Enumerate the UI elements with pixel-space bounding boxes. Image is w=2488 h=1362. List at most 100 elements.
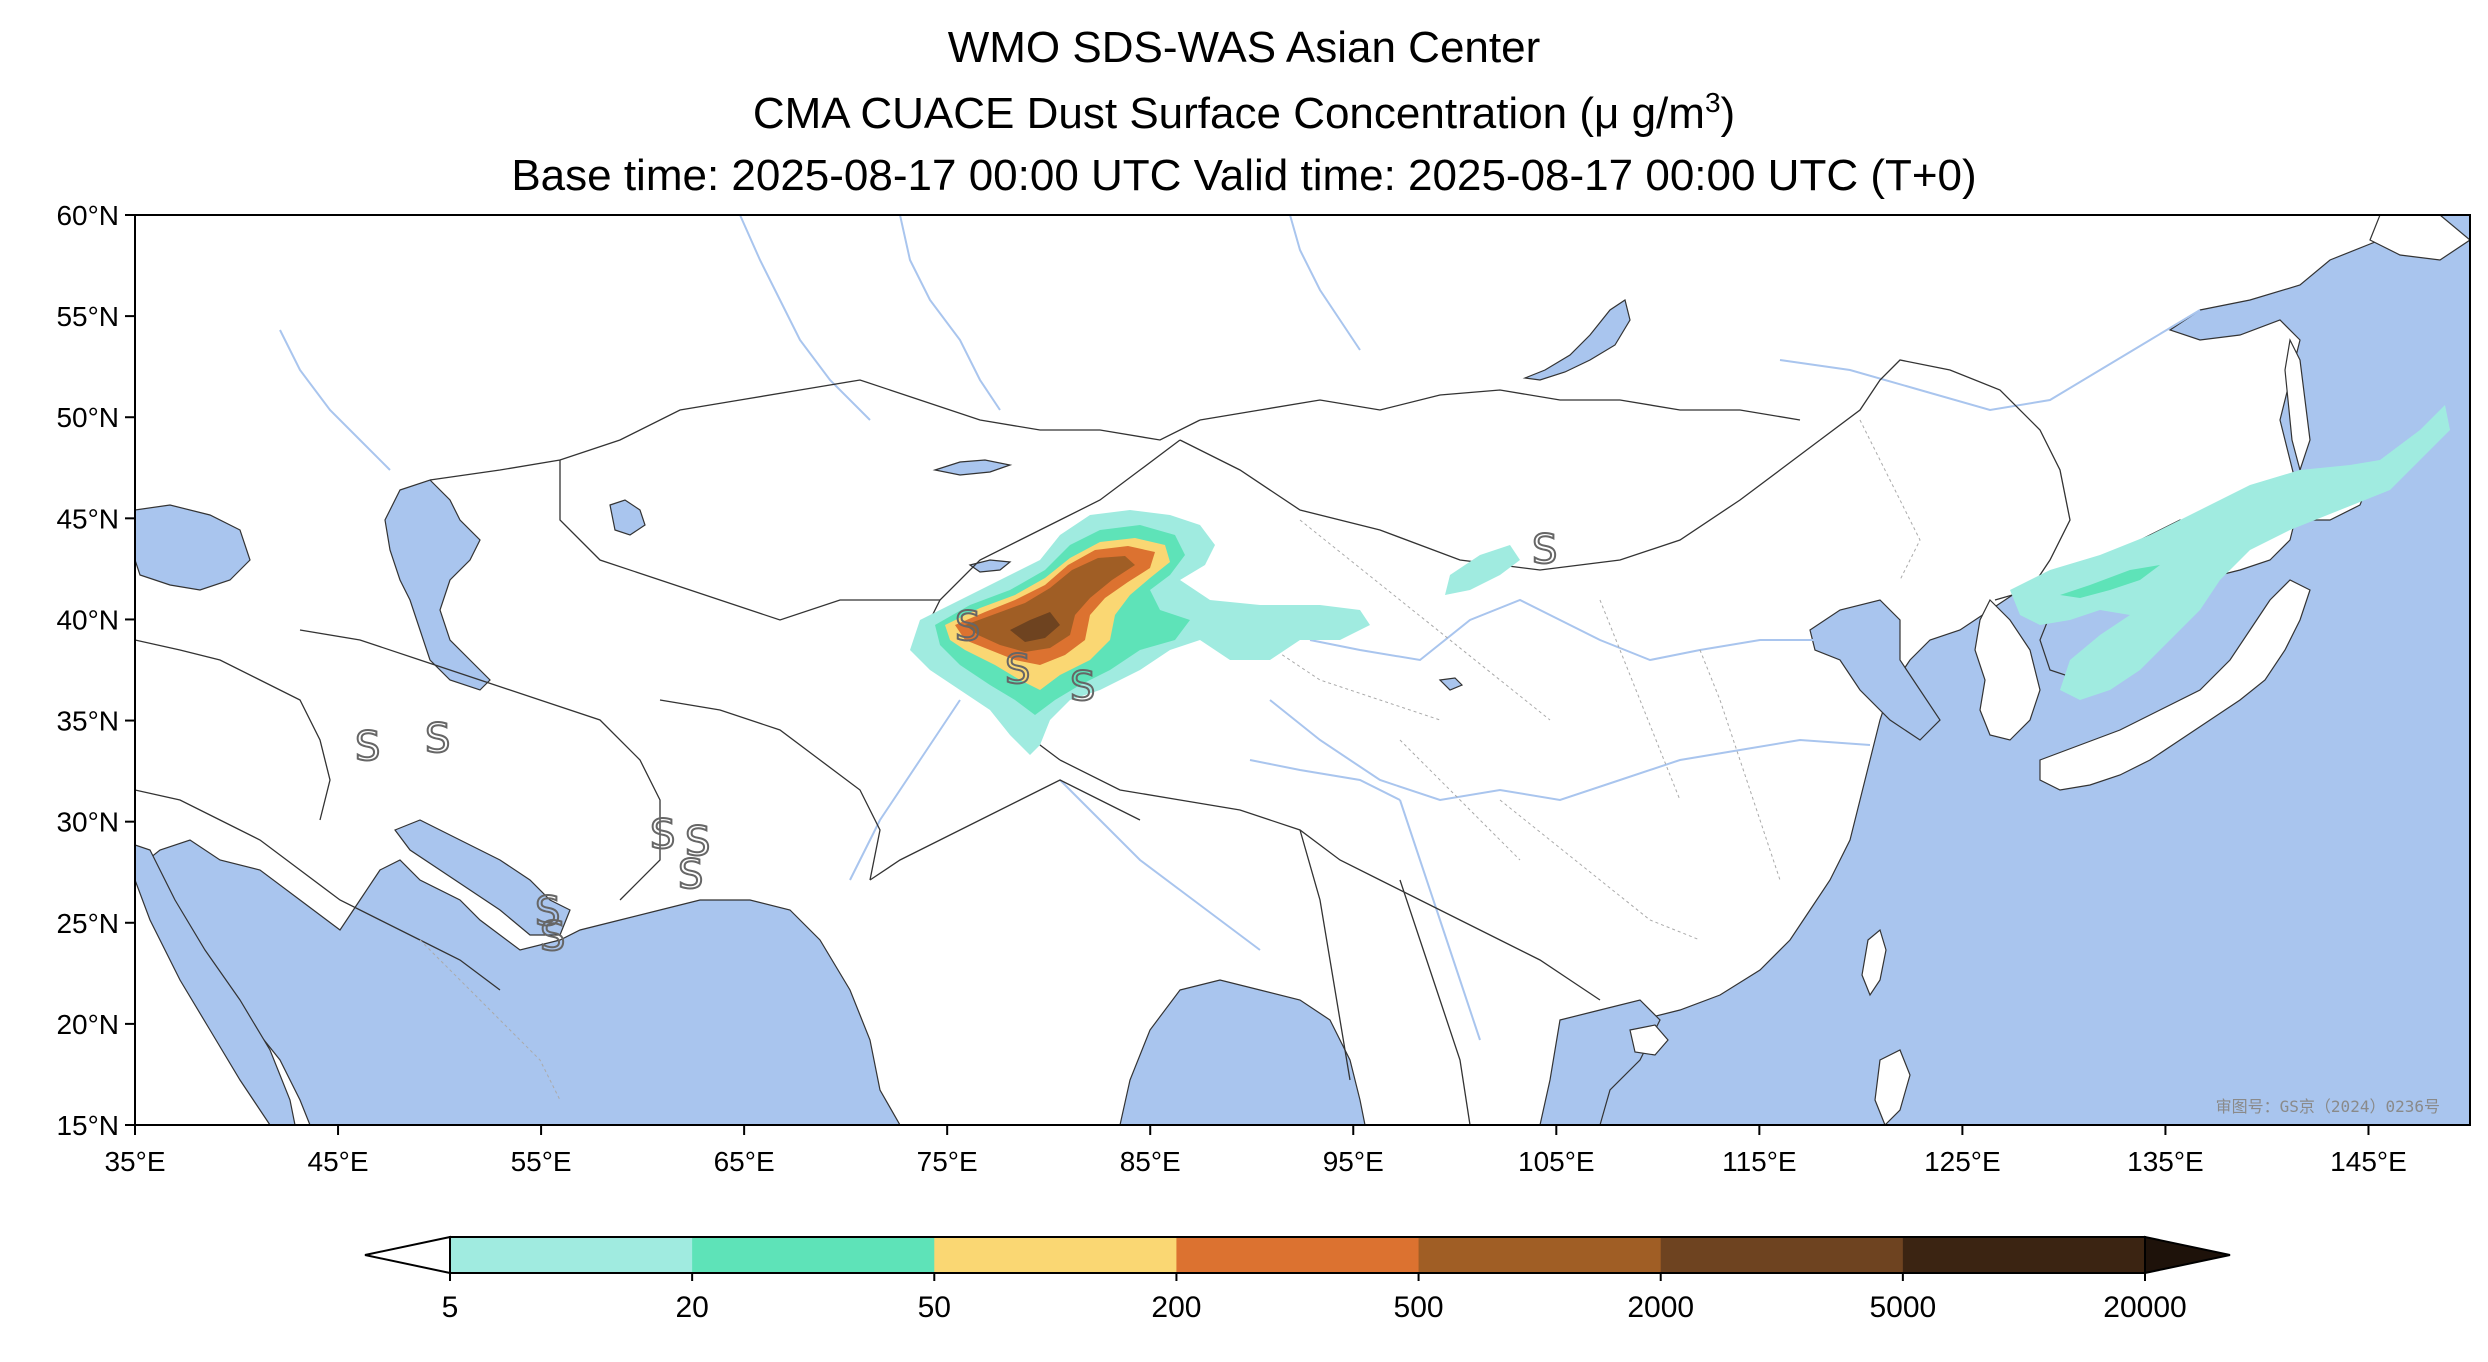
border-russia-mongolia (1199, 389, 1801, 421)
border-afghanistan-pakistan (659, 699, 881, 881)
storm-symbol: S (425, 716, 450, 762)
japan-honshu (2039, 579, 2311, 791)
map-subtitle: CMA CUACE Dust Surface Concentration (μ … (0, 86, 2488, 142)
lon-tick-label: 45°E (308, 1146, 369, 1177)
lon-tick-label: 65°E (714, 1146, 775, 1177)
hainan-island (1629, 1024, 1669, 1056)
subtitle-end: ) (1720, 89, 1736, 138)
colorbar-label: 20 (675, 1291, 708, 1324)
korea-peninsula (1974, 598, 2041, 741)
taiwan-island (1861, 928, 1887, 997)
lat-tick-label: 55°N (56, 301, 119, 332)
dust-level-2000 (1010, 612, 1060, 642)
colorbar-frame (449, 1236, 2146, 1274)
map-time-info: Base time: 2025-08-17 00:00 UTC Valid ti… (511, 151, 1977, 200)
colorbar-min-extend (364, 1235, 451, 1275)
colorbar-label: 5000 (1869, 1291, 1936, 1324)
colorbar-swatch (1660, 1237, 1904, 1273)
storm-symbol: S (1070, 664, 1095, 710)
lake-issyk-kul (968, 559, 1012, 573)
colorbar-max-extend (2144, 1235, 2231, 1275)
border-central-asia (559, 460, 940, 621)
border-myanmar (1299, 829, 1351, 1081)
dust-contours (910, 405, 2450, 755)
lat-tick-label: 45°N (56, 503, 119, 534)
river-amur (1779, 309, 2201, 412)
province-lines-1 (1299, 519, 1551, 721)
colorbar-swatch (1418, 1237, 1662, 1273)
colorbar-swatch (450, 1237, 693, 1273)
river-yellow (1309, 598, 1820, 662)
lat-tick-label: 35°N (56, 706, 119, 737)
river-ob (899, 215, 1001, 411)
storm-symbols: S S S S S S S S S S S (354, 526, 1558, 961)
lat-tick-label: 60°N (56, 200, 119, 231)
storm-symbol: S (355, 724, 380, 770)
river-layer (279, 215, 2201, 1041)
province-lines-8 (419, 939, 561, 1101)
subtitle-superscript: 3 (1704, 87, 1721, 118)
river-mekong (1399, 799, 1481, 1041)
dust-level-5-c (2010, 405, 2450, 700)
lon-tick-label: 55°E (511, 1146, 572, 1177)
storm-symbol: S (535, 889, 560, 935)
colorbar-label: 50 (918, 1291, 951, 1324)
colorbar-label: 500 (1394, 1291, 1444, 1324)
border-china-northeast (1819, 359, 2071, 601)
river-volga (279, 329, 391, 471)
lake-baikal (1522, 299, 1631, 381)
map-title: WMO SDS-WAS Asian Center (947, 23, 1541, 72)
river-irtysh (739, 215, 871, 421)
border-china-south (1059, 759, 1601, 1001)
subtitle-main: CMA CUACE Dust Surface Concentration (μ … (752, 89, 1705, 138)
colorbar-swatch (1902, 1237, 2146, 1273)
colorbar: 5 20 50 200 500 2000 5000 20000 (364, 1235, 2231, 1324)
lat-tick-label: 50°N (56, 402, 119, 433)
province-lines-7 (1399, 739, 1521, 861)
storm-symbol: S (685, 819, 710, 865)
storm-symbol: S (540, 914, 565, 960)
lon-tick-label: 115°E (1722, 1146, 1797, 1177)
storm-symbol: S (1005, 647, 1030, 693)
dust-level-20-b (2060, 565, 2160, 598)
lat-tick-label: 20°N (56, 1009, 119, 1040)
lat-tick-label: 40°N (56, 604, 119, 635)
border-china-mongolia (1179, 439, 1821, 571)
longitude-axis: 35°E 45°E 55°E 65°E 75°E 85°E 95°E 105°E 115°E 12… (104, 1125, 2407, 1177)
colorbar-label: 2000 (1627, 1291, 1694, 1324)
arabian-sea (135, 839, 901, 1125)
red-sea (135, 844, 296, 1125)
lon-tick-label: 145°E (2330, 1146, 2407, 1177)
map-approval-watermark: 审图号：GS京（2024）0236号 (2216, 1097, 2440, 1116)
river-indus (849, 699, 961, 881)
river-brahmaputra (1249, 759, 1401, 801)
map-frame (134, 214, 2471, 1126)
lon-tick-label: 95°E (1323, 1146, 1384, 1177)
caspian-sea (384, 479, 491, 691)
province-lines-5 (1499, 799, 1701, 941)
border-indochina (1399, 879, 1471, 1125)
lat-tick-label: 30°N (56, 807, 119, 838)
river-yangtze (1269, 699, 1871, 802)
lon-tick-label: 105°E (1518, 1146, 1595, 1177)
colorbar-label: 5 (442, 1291, 459, 1324)
qinghai-lake (1438, 677, 1464, 691)
bay-of-bengal (1119, 979, 1366, 1125)
colorbar-swatch (934, 1237, 1177, 1273)
border-turkey-iraq (135, 639, 331, 821)
border-russia-kazakhstan (429, 379, 1201, 481)
lon-tick-label: 125°E (1924, 1146, 2001, 1177)
storm-symbol: S (650, 812, 675, 858)
philippines-luzon (1874, 1049, 1911, 1125)
border-arabia (135, 789, 501, 991)
dust-level-500 (965, 556, 1135, 652)
border-india (869, 779, 1141, 881)
dust-level-5-b (1445, 545, 1520, 595)
latitude-axis: 60°N 55°N 50°N 45°N 40°N 35°N 30°N 25°N 20°N 15°N (56, 200, 135, 1141)
lat-tick-label: 25°N (56, 908, 119, 939)
border-iran (299, 629, 661, 901)
river-yenisei (1289, 215, 1361, 351)
storm-symbol: S (678, 852, 703, 898)
black-sea (135, 504, 251, 591)
